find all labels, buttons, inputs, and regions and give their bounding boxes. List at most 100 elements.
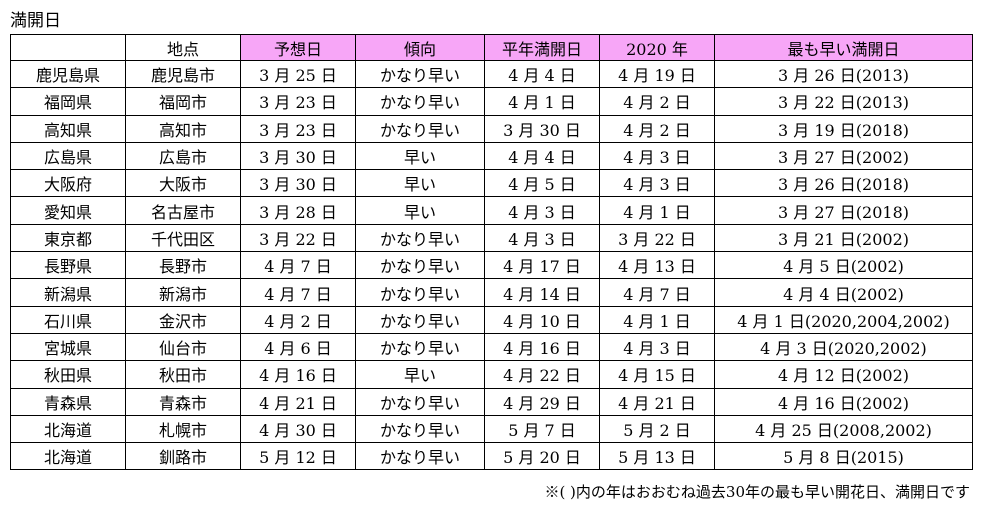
table-cell: 4 月 3 日 [484,196,600,225]
table-cell: 4 月 2 日 [240,305,356,334]
table-cell: 4 月 22 日 [484,360,600,389]
table-cell: 秋田市 [125,360,241,389]
table-cell: 4 月 3 日 [599,169,715,198]
table-cell: 3 月 25 日 [240,59,356,89]
header-cell: 予想日 [240,34,356,61]
table-cell: 3 月 22 日 [599,223,715,253]
table-cell: 5 月 7 日 [484,414,600,444]
table-cell: 4 月 15 日 [599,360,715,389]
header-cell: 最も早い満開日 [714,34,973,61]
table-cell: 早い [355,196,485,225]
table-cell: 3 月 26 日(2018) [714,169,973,198]
table-cell: 3 月 21 日(2002) [714,223,973,253]
table-cell: 秋田県 [10,360,126,389]
table-cell: かなり早い [355,87,485,116]
table-cell: 鹿児島市 [125,59,241,89]
table-cell: 青森県 [10,387,126,416]
table-cell: 新潟県 [10,278,126,307]
table-cell: 札幌市 [125,414,241,444]
table-cell: 4 月 2 日 [599,87,715,116]
table-cell: 4 月 13 日 [599,251,715,280]
table-cell: 愛知県 [10,196,126,225]
table-cell: 5 月 12 日 [240,442,356,471]
header-row: 地点 予想日 傾向 平年満開日 2020 年最も早い満開日 [10,34,973,61]
table-cell: 4 月 4 日(2002) [714,278,973,307]
table-cell: 3 月 19 日(2018) [714,114,973,143]
table-cell: 福岡市 [125,87,241,116]
table-cell: 5 月 8 日(2015) [714,442,973,471]
table-cell: 4 月 21 日 [599,387,715,416]
table-cell: 早い [355,141,485,171]
table-cell: 石川県 [10,305,126,334]
table-cell: 3 月 27 日(2018) [714,196,973,225]
table-cell: 北海道 [10,414,126,444]
table-cell: 3 月 28 日 [240,196,356,225]
table-cell: かなり早い [355,114,485,143]
table-cell: 5 月 2 日 [599,414,715,444]
table-cell: 4 月 5 日 [484,169,600,198]
table-cell: 早い [355,169,485,198]
table-cell: 4 月 3 日(2020,2002) [714,332,973,362]
table-cell: かなり早い [355,278,485,307]
table-cell: 4 月 30 日 [240,414,356,444]
header-cell [10,34,126,61]
table-cell: 4 月 3 日 [599,332,715,362]
table-cell: 5 月 20 日 [484,442,600,471]
table-cell: 東京都 [10,223,126,253]
table-cell: 4 月 1 日(2020,2004,2002) [714,305,973,334]
table-cell: 3 月 22 日(2013) [714,87,973,116]
table-cell: 4 月 3 日 [484,223,600,253]
table-cell: 名古屋市 [125,196,241,225]
table-cell: 4 月 7 日 [240,251,356,280]
table-cell: 4 月 25 日(2008,2002) [714,414,973,444]
table-cell: 4 月 1 日 [484,87,600,116]
table-cell: 4 月 2 日 [599,114,715,143]
table-cell: 4 月 1 日 [599,305,715,334]
table-cell: 3 月 30 日 [240,141,356,171]
table-cell: 4 月 17 日 [484,251,600,280]
footnote: ※( )内の年はおおむね過去30年の最も早い開花日、満開日です [544,483,970,501]
table-cell: 4 月 5 日(2002) [714,251,973,280]
table-cell: かなり早い [355,414,485,444]
header-cell: 平年満開日 [484,34,600,61]
header-cell: 傾向 [355,34,485,61]
table-cell: 青森市 [125,387,241,416]
table-cell: 千代田区 [125,223,241,253]
header-cell: 2020 年 [599,34,715,61]
table-cell: 北海道 [10,442,126,471]
table-cell: 4 月 21 日 [240,387,356,416]
table-cell: 早い [355,360,485,389]
table-cell: 4 月 16 日 [240,360,356,389]
table-cell: 4 月 7 日 [599,278,715,307]
table-cell: 3 月 23 日 [240,87,356,116]
title: 満開日 [10,11,61,31]
table-cell: かなり早い [355,387,485,416]
table-cell: 4 月 14 日 [484,278,600,307]
table-cell: 大阪市 [125,169,241,198]
table-cell: 4 月 6 日 [240,332,356,362]
table-cell: 4 月 4 日 [484,59,600,89]
table-cell: 4 月 10 日 [484,305,600,334]
table-cell: かなり早い [355,251,485,280]
table-cell: 3 月 30 日 [484,114,600,143]
table-cell: 3 月 23 日 [240,114,356,143]
table-cell: 仙台市 [125,332,241,362]
table-cell: 釧路市 [125,442,241,471]
table-cell: 福岡県 [10,87,126,116]
table-cell: 3 月 30 日 [240,169,356,198]
table-cell: 長野県 [10,251,126,280]
